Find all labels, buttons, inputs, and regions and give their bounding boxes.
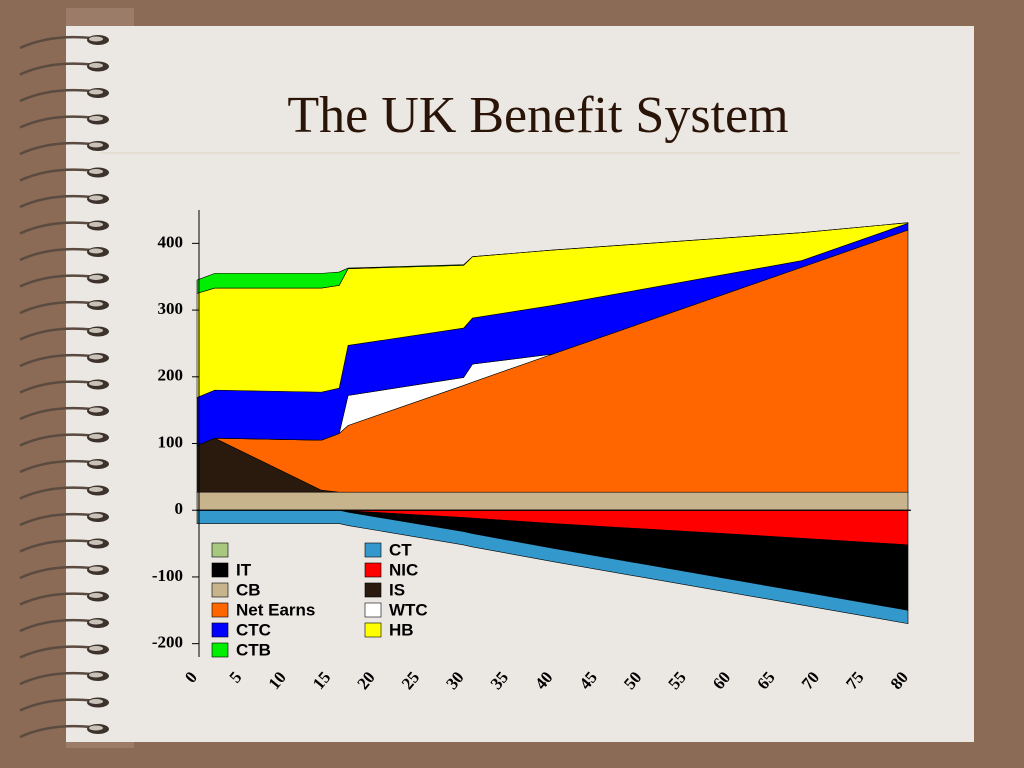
ring-hole-hi (89, 725, 103, 731)
legend-swatch (364, 542, 382, 558)
ring (19, 62, 93, 76)
ring-hole-hi (89, 195, 103, 201)
ring-hole-hi (89, 36, 103, 42)
legend-label: Net Earns (236, 600, 315, 619)
y-tick-label: -200 (152, 633, 183, 652)
ring (19, 459, 93, 474)
ring-hole-hi (89, 142, 103, 148)
ring (19, 698, 93, 712)
ring-hole-hi (89, 354, 103, 360)
ring (19, 565, 93, 580)
ring-hole-hi (89, 434, 103, 439)
ring-hole-hi (89, 248, 103, 254)
ring (19, 274, 93, 288)
legend-label: HB (389, 620, 414, 639)
ring-hole-hi (89, 487, 103, 492)
y-tick-label: 100 (158, 432, 184, 451)
legend-swatch (211, 562, 229, 578)
ring (19, 194, 93, 209)
legend-swatch-blank (211, 542, 229, 558)
ring (19, 645, 93, 659)
y-tick-label: 300 (158, 299, 184, 318)
legend-swatch (211, 582, 229, 598)
ring (19, 380, 93, 394)
ring-hole-hi (89, 593, 103, 598)
legend-swatch (211, 642, 229, 658)
legend-label: WTC (389, 600, 428, 619)
y-tick-label: 200 (158, 366, 184, 385)
ring-hole-hi (89, 513, 103, 519)
ring-hole-hi (89, 169, 103, 174)
legend-swatch (364, 562, 382, 578)
ring (19, 539, 93, 553)
ring (19, 168, 93, 182)
legend-label: CTB (236, 640, 271, 659)
ring-hole-hi (89, 222, 103, 227)
ring-hole-hi (89, 407, 103, 413)
ring-hole-hi (89, 116, 103, 121)
ring (19, 88, 93, 103)
legend-swatch (364, 582, 382, 598)
ring-hole-hi (89, 301, 103, 307)
legend-label: NIC (389, 560, 418, 579)
ring (19, 35, 93, 50)
y-tick-label: 400 (158, 232, 184, 251)
legend-swatch (211, 622, 229, 638)
ring (19, 221, 93, 235)
legend-swatch (211, 602, 229, 618)
chart-title: The UK Benefit System (287, 87, 788, 144)
ring-hole-hi (89, 89, 103, 95)
legend-label: IS (389, 580, 405, 599)
area (196, 491, 909, 511)
y-tick-label: 0 (175, 499, 184, 518)
legend-swatch (364, 602, 382, 618)
ring (19, 433, 93, 447)
y-tick-label: -100 (152, 566, 183, 585)
ring (19, 141, 93, 156)
ring (19, 671, 93, 686)
ring (19, 353, 93, 368)
ring (19, 327, 93, 341)
ring-hole-hi (89, 460, 103, 466)
spiral-binding (19, 35, 109, 739)
ring-hole-hi (89, 540, 103, 545)
legend-swatch (364, 622, 382, 638)
ring-hole-hi (89, 381, 103, 386)
ring (19, 724, 93, 739)
ring (19, 115, 93, 129)
ring-hole-hi (89, 619, 103, 625)
ring-hole-hi (89, 672, 103, 678)
ring-hole-hi (89, 566, 103, 572)
area (196, 222, 909, 294)
ring (19, 512, 93, 527)
ring (19, 618, 93, 633)
legend-label: CB (236, 580, 261, 599)
legend-label: CTC (236, 620, 271, 639)
legend-label: IT (236, 560, 252, 579)
ring-hole-hi (89, 646, 103, 651)
ring-hole-hi (89, 63, 103, 68)
ring (19, 247, 93, 262)
ring-hole-hi (89, 699, 103, 704)
ring (19, 486, 93, 500)
ring (19, 406, 93, 421)
ring (19, 592, 93, 606)
legend-label: CT (389, 540, 412, 559)
ring (19, 300, 93, 315)
ring-hole-hi (89, 275, 103, 280)
ring-hole-hi (89, 328, 103, 333)
